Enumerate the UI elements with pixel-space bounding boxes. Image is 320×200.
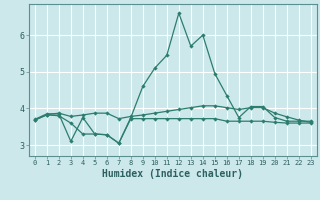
X-axis label: Humidex (Indice chaleur): Humidex (Indice chaleur) [102,169,243,179]
